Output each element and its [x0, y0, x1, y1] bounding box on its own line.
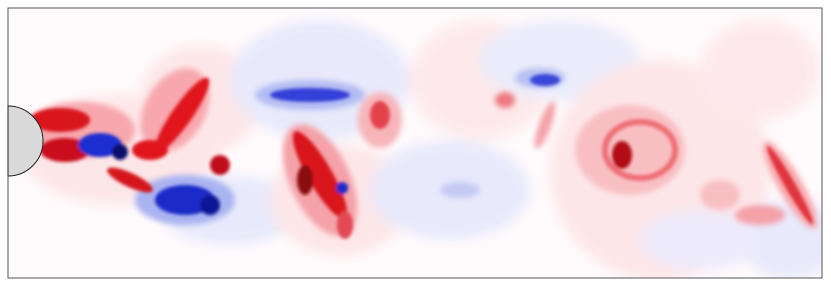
- page: (() => { const data = JSON.parse(documen…: [0, 0, 831, 287]
- vorticity-field: [0, 0, 831, 287]
